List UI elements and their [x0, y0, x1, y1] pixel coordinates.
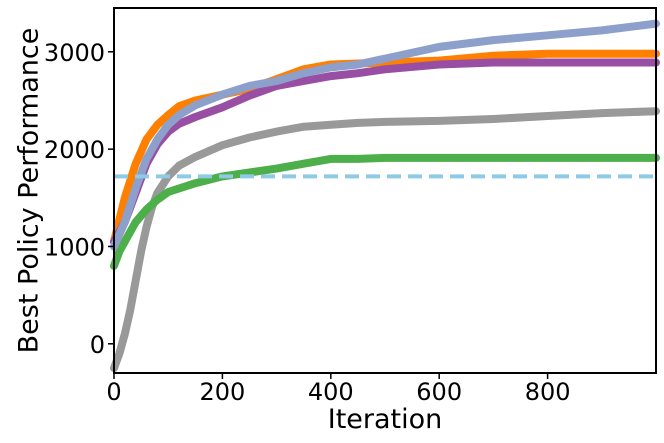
- tick-layer: 0 200 400 600 800 0 1000 2000 3000: [44, 39, 571, 406]
- y-tick-label: 3000: [44, 39, 105, 67]
- x-tick-label: 0: [106, 378, 121, 406]
- series-line-gray: [110, 107, 660, 373]
- series-line-blue: [110, 19, 660, 251]
- x-axis-label: Iteration: [328, 404, 443, 435]
- series-line-orange: [110, 49, 660, 246]
- y-axis-label: Best Policy Performance: [14, 28, 45, 354]
- series-line-green: [110, 153, 660, 270]
- x-tick-label: 800: [525, 378, 571, 406]
- x-tick-label: 400: [308, 378, 354, 406]
- y-tick-label: 0: [90, 331, 105, 359]
- y-tick-label: 2000: [44, 136, 105, 164]
- plot-frame: [113, 7, 657, 374]
- x-tick-label: 600: [416, 378, 462, 406]
- series-line-purple: [110, 58, 660, 246]
- y-tick-label: 1000: [44, 233, 105, 261]
- x-tick-label: 200: [199, 378, 245, 406]
- series-layer: [110, 19, 660, 373]
